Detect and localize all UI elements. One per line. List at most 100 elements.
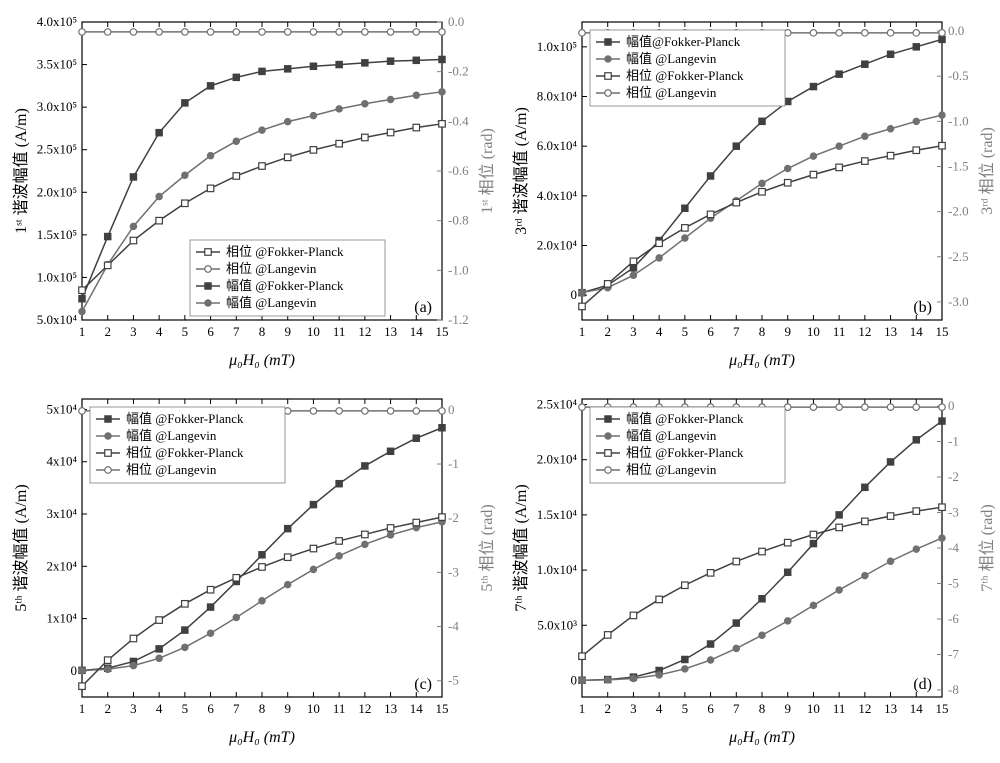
svg-text:幅值@Fokker-Planck: 幅值@Fokker-Planck — [626, 34, 741, 49]
svg-text:9: 9 — [784, 324, 791, 339]
svg-text:2: 2 — [104, 701, 111, 716]
svg-text:0: 0 — [948, 398, 955, 413]
svg-text:11: 11 — [333, 324, 346, 339]
svg-text:14: 14 — [910, 324, 924, 339]
svg-text:(d): (d) — [913, 676, 932, 693]
svg-text:-1.2: -1.2 — [448, 312, 469, 327]
svg-text:15: 15 — [436, 701, 449, 716]
svg-text:15: 15 — [436, 324, 449, 339]
svg-text:0: 0 — [571, 287, 578, 302]
svg-text:10: 10 — [807, 324, 820, 339]
svg-text:3: 3 — [130, 701, 137, 716]
svg-text:-2: -2 — [948, 469, 959, 484]
svg-text:幅值 @Fokker-Planck: 幅值 @Fokker-Planck — [126, 411, 244, 426]
svg-text:13: 13 — [884, 701, 897, 716]
svg-text:相位 @Fokker-Planck: 相位 @Fokker-Planck — [626, 445, 744, 460]
svg-text:幅值 @Langevin: 幅值 @Langevin — [126, 428, 217, 443]
svg-text:1.0x10⁵: 1.0x10⁵ — [37, 269, 77, 284]
svg-text:-5: -5 — [448, 672, 459, 687]
svg-text:1: 1 — [79, 701, 86, 716]
svg-text:1.0x10⁵: 1.0x10⁵ — [537, 39, 577, 54]
svg-text:10: 10 — [807, 701, 820, 716]
svg-text:7: 7 — [233, 701, 240, 716]
svg-text:-1: -1 — [448, 456, 459, 471]
svg-text:3ʳᵈ 谐波幅值 (A/m): 3ʳᵈ 谐波幅值 (A/m) — [512, 107, 530, 235]
svg-text:3: 3 — [630, 324, 637, 339]
svg-text:-0.6: -0.6 — [448, 163, 469, 178]
svg-text:相位 @Langevin: 相位 @Langevin — [626, 85, 717, 100]
svg-text:8: 8 — [259, 701, 266, 716]
svg-text:2.5x10⁵: 2.5x10⁵ — [37, 142, 77, 157]
svg-text:-1.0: -1.0 — [448, 262, 469, 277]
svg-text:8: 8 — [259, 324, 266, 339]
svg-text:3.0x10⁵: 3.0x10⁵ — [37, 99, 77, 114]
svg-text:2: 2 — [604, 701, 611, 716]
svg-text:5: 5 — [182, 701, 189, 716]
svg-text:0: 0 — [448, 401, 455, 416]
svg-text:13: 13 — [384, 324, 397, 339]
svg-text:3.5x10⁵: 3.5x10⁵ — [37, 57, 77, 72]
svg-text:1ˢᵗ 相位 (rad): 1ˢᵗ 相位 (rad) — [478, 128, 496, 214]
svg-text:5x10⁴: 5x10⁴ — [46, 401, 77, 416]
svg-text:1ˢᵗ 谐波幅值 (A/m): 1ˢᵗ 谐波幅值 (A/m) — [12, 108, 30, 234]
svg-text:2x10⁴: 2x10⁴ — [46, 558, 77, 573]
svg-text:相位 @Langevin: 相位 @Langevin — [126, 462, 217, 477]
svg-text:-0.2: -0.2 — [448, 64, 469, 79]
svg-text:8: 8 — [759, 701, 766, 716]
svg-text:2.0x10⁵: 2.0x10⁵ — [37, 184, 77, 199]
svg-text:14: 14 — [410, 701, 424, 716]
svg-text:13: 13 — [884, 324, 897, 339]
panel-d-svg: 12345678910111213141505.0x10³1.0x10⁴1.5x… — [510, 387, 1000, 752]
svg-text:6: 6 — [207, 701, 214, 716]
svg-text:7: 7 — [733, 324, 740, 339]
svg-text:14: 14 — [910, 701, 924, 716]
svg-text:4: 4 — [156, 701, 163, 716]
svg-text:10: 10 — [307, 701, 320, 716]
svg-text:8.0x10⁴: 8.0x10⁴ — [537, 89, 578, 104]
svg-text:相位 @Langevin: 相位 @Langevin — [226, 261, 317, 276]
svg-text:8: 8 — [759, 324, 766, 339]
svg-text:9: 9 — [284, 701, 291, 716]
svg-text:3: 3 — [130, 324, 137, 339]
svg-text:μ₀H₀ (mT): μ₀H₀ (mT) — [728, 729, 795, 746]
svg-text:-1: -1 — [948, 433, 959, 448]
svg-text:-4: -4 — [948, 540, 959, 555]
panel-b: 12345678910111213141502.0x10⁴4.0x10⁴6.0x… — [510, 10, 1000, 377]
svg-text:3ʳᵈ 相位 (rad): 3ʳᵈ 相位 (rad) — [978, 127, 996, 215]
svg-text:4: 4 — [656, 701, 663, 716]
svg-text:15: 15 — [936, 701, 949, 716]
svg-text:3: 3 — [630, 701, 637, 716]
svg-text:2.5x10⁴: 2.5x10⁴ — [537, 396, 578, 411]
svg-text:-5: -5 — [948, 575, 959, 590]
svg-text:2: 2 — [604, 324, 611, 339]
svg-text:7ᵗʰ 相位 (rad): 7ᵗʰ 相位 (rad) — [978, 504, 996, 591]
svg-text:3x10⁴: 3x10⁴ — [46, 506, 77, 521]
svg-text:幅值 @Fokker-Planck: 幅值 @Fokker-Planck — [626, 411, 744, 426]
svg-text:6.0x10⁴: 6.0x10⁴ — [537, 138, 578, 153]
svg-text:1x10⁴: 1x10⁴ — [46, 610, 77, 625]
svg-text:相位 @Fokker-Planck: 相位 @Fokker-Planck — [226, 244, 344, 259]
svg-text:0.0: 0.0 — [448, 14, 464, 29]
svg-text:-3: -3 — [948, 504, 959, 519]
svg-text:5: 5 — [182, 324, 189, 339]
svg-text:0: 0 — [571, 672, 578, 687]
svg-text:幅值 @Fokker-Planck: 幅值 @Fokker-Planck — [226, 278, 344, 293]
svg-text:1: 1 — [79, 324, 86, 339]
svg-text:5.0x10³: 5.0x10³ — [537, 617, 577, 632]
svg-text:11: 11 — [333, 701, 346, 716]
svg-text:9: 9 — [284, 324, 291, 339]
svg-text:-7: -7 — [948, 646, 959, 661]
svg-text:幅值 @Langevin: 幅值 @Langevin — [226, 295, 317, 310]
svg-text:相位 @Fokker-Planck: 相位 @Fokker-Planck — [626, 68, 744, 83]
panel-a-svg: 1234567891011121314155.0x10⁴1.0x10⁵1.5x1… — [10, 10, 500, 375]
panel-c-svg: 12345678910111213141501x10⁴2x10⁴3x10⁴4x1… — [10, 387, 500, 752]
svg-text:幅值 @Langevin: 幅值 @Langevin — [626, 51, 717, 66]
svg-text:-0.5: -0.5 — [948, 68, 969, 83]
svg-text:(a): (a) — [414, 299, 432, 316]
svg-text:1: 1 — [579, 324, 586, 339]
svg-text:1.0x10⁴: 1.0x10⁴ — [537, 562, 578, 577]
svg-text:6: 6 — [207, 324, 214, 339]
svg-text:相位 @Fokker-Planck: 相位 @Fokker-Planck — [126, 445, 244, 460]
svg-text:幅值 @Langevin: 幅值 @Langevin — [626, 428, 717, 443]
svg-text:μ₀H₀ (mT): μ₀H₀ (mT) — [728, 352, 795, 369]
